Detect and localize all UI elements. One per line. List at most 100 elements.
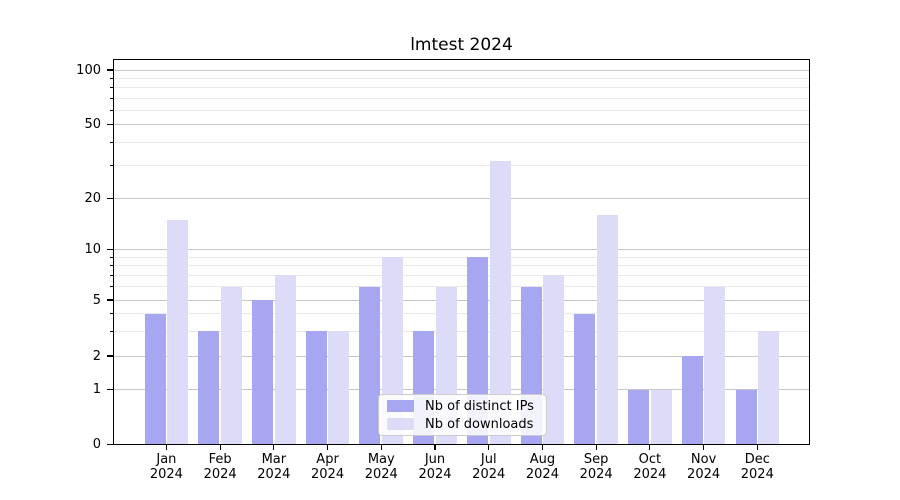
y-tick-label: 5 [92,292,101,308]
y-tick-mark [106,299,113,301]
x-tick-label-month: Nov [690,452,717,467]
y-minor-tick-mark [109,313,113,315]
x-tick-mark [756,444,758,450]
gridline-minor [114,77,809,79]
x-tick-mark [434,444,436,450]
y-minor-tick-mark [109,274,113,276]
y-tick-mark [106,355,113,357]
x-tick-mark [595,444,597,450]
gridline-minor [114,286,809,288]
x-tick-label-year: 2024 [579,466,613,482]
y-minor-tick-mark [109,330,113,332]
y-minor-tick-mark [109,109,113,111]
gridline-major [114,355,809,357]
gridline-minor [114,265,809,267]
y-minor-tick-mark [109,265,113,267]
y-minor-tick-mark [109,256,113,258]
legend-item-distinct-ips: Nb of distinct IPs [387,399,538,414]
y-tick-mark [106,443,113,445]
y-tick-mark [106,123,113,126]
y-tick-mark [106,388,113,391]
bar-distinct-ips [144,313,166,445]
bar-distinct-ips [735,389,757,445]
y-tick-label: 1 [92,382,101,397]
x-tick-label-month: Mar [261,452,287,467]
y-tick-mark [106,248,113,250]
x-tick-label-year: 2024 [418,466,452,482]
gridline-minor [114,165,809,167]
x-tick-label: Dec 2024 [729,452,785,482]
y-minor-tick-mark [109,142,113,144]
y-tick-label: 10 [84,241,101,257]
bar-downloads [220,286,242,445]
gridline-major [114,299,809,301]
gridline-major [114,389,809,390]
x-tick-label-month: Jan [156,452,177,467]
bar-distinct-ips [359,286,381,445]
x-tick-label-year: 2024 [687,466,721,482]
x-tick-label: Mar 2024 [246,452,302,482]
x-tick-label-year: 2024 [257,466,291,482]
gridline-minor [114,330,809,332]
y-minor-tick-mark [109,286,113,288]
x-tick-mark [649,444,651,450]
gridline-major [114,198,809,199]
y-tick-label: 50 [84,117,101,132]
x-tick-mark [273,444,275,450]
legend: Nb of distinct IPs Nb of downloads [378,394,547,436]
x-tick-label-month: Jun [424,452,446,467]
y-minor-tick-mark [109,87,113,89]
x-tick-label-month: Sep [583,452,609,467]
legend-swatch-downloads [387,417,414,431]
bar-downloads [650,389,672,445]
gridline-major [114,124,809,125]
x-tick-label-month: Feb [208,452,232,467]
gridline-minor [114,142,809,144]
x-tick-mark [380,444,382,450]
gridline-minor [114,97,809,99]
y-tick-label: 20 [84,191,101,206]
bar-distinct-ips [681,356,703,445]
x-tick-label-month: Oct [638,452,662,467]
bar-downloads [167,219,189,445]
x-tick-label: Feb 2024 [192,452,248,482]
x-tick-label-month: May [367,452,395,467]
legend-label-downloads: Nb of downloads [425,416,534,432]
chart-title: lmtest 2024 [410,35,513,55]
y-minor-tick-mark [109,77,113,79]
bar-downloads [274,275,296,445]
gridline-minor [114,109,809,111]
x-tick-label: Apr 2024 [300,452,356,482]
x-tick-mark [219,444,221,450]
x-tick-label-year: 2024 [149,466,183,482]
y-tick-label: 100 [76,62,101,78]
x-tick-label: Oct 2024 [622,452,678,482]
bar-downloads [704,286,726,445]
y-tick-label: 0 [92,436,101,452]
gridline-major [114,248,809,250]
bar-distinct-ips [198,331,220,445]
bar-distinct-ips [628,389,650,445]
x-tick-mark [326,444,329,450]
x-tick-label-year: 2024 [311,466,345,482]
gridline-minor [114,87,809,89]
x-tick-label-year: 2024 [472,466,506,482]
x-tick-mark [488,444,490,450]
x-tick-label-year: 2024 [633,466,667,482]
x-tick-label-year: 2024 [525,466,559,482]
x-tick-label-year: 2024 [203,466,237,482]
y-tick-mark [106,197,113,200]
x-tick-label-year: 2024 [364,466,398,482]
y-minor-tick-mark [109,97,113,99]
gridline-minor [114,256,809,258]
x-tick-mark [165,444,167,450]
x-tick-label-month: Dec [744,452,770,467]
x-tick-label: Jul 2024 [461,452,517,482]
x-tick-label: May 2024 [353,452,409,482]
gridline-minor [114,313,809,315]
y-tick-mark [106,69,113,71]
bar-downloads [489,160,511,445]
gridline-major [114,69,809,71]
bar-downloads [596,214,618,445]
